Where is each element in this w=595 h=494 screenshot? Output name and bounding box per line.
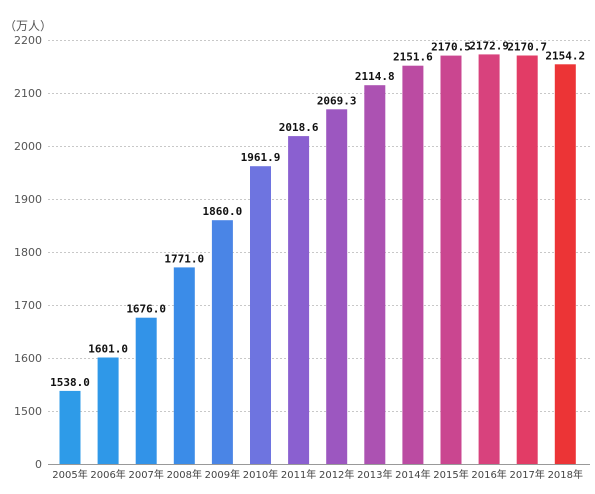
bars — [59, 54, 576, 465]
bar — [173, 267, 195, 464]
y-axis-ticks: 0 1500 1600 1700 1800 1900 2000 2100 2200 — [14, 34, 42, 471]
value-label: 1538.0 — [50, 376, 90, 389]
value-label: 2151.6 — [393, 51, 433, 64]
y-tick-label: 1700 — [14, 299, 42, 312]
value-label: 2114.8 — [355, 70, 395, 83]
x-category-label: 2018年 — [548, 468, 583, 481]
y-tick-label: 1900 — [14, 193, 42, 206]
bar — [326, 109, 348, 465]
y-tick-label: 0 — [35, 458, 42, 471]
value-label: 1676.0 — [126, 303, 166, 316]
value-label: 1961.9 — [241, 151, 281, 164]
x-category-label: 2006年 — [90, 468, 125, 481]
value-labels: 1538.0 1601.0 1676.0 1771.0 1860.0 1961.9 2018… — [50, 39, 585, 389]
bar — [554, 64, 576, 465]
y-tick-label: 2000 — [14, 140, 42, 153]
bar — [211, 220, 233, 464]
value-label: 2170.5 — [431, 41, 471, 54]
bar — [364, 85, 386, 464]
x-axis-categories: 2005年 2006年 2007年 2008年 2009年 2010年 2011年 2012年… — [52, 468, 583, 481]
x-category-label: 2007年 — [128, 468, 163, 481]
x-category-label: 2005年 — [52, 468, 87, 481]
value-label: 2018.6 — [279, 121, 319, 134]
y-tick-label: 1500 — [14, 405, 42, 418]
x-category-label: 2010年 — [243, 468, 278, 481]
x-category-label: 2013年 — [357, 468, 392, 481]
value-label: 1601.0 — [88, 343, 128, 356]
y-tick-label: 1600 — [14, 352, 42, 365]
bar — [440, 55, 462, 464]
x-category-label: 2015年 — [433, 468, 468, 481]
value-label: 1771.0 — [164, 252, 204, 265]
x-category-label: 2008年 — [167, 468, 202, 481]
bar — [59, 390, 81, 464]
value-label: 2069.3 — [317, 94, 357, 107]
x-category-label: 2016年 — [471, 468, 506, 481]
value-label: 2154.2 — [545, 49, 585, 62]
bar — [97, 357, 119, 464]
bar — [478, 54, 500, 465]
x-category-label: 2012年 — [319, 468, 354, 481]
x-category-label: 2017年 — [509, 468, 544, 481]
bar — [402, 65, 424, 464]
value-label: 1860.0 — [203, 205, 243, 218]
x-category-label: 2014年 — [395, 468, 430, 481]
y-tick-label: 2200 — [14, 34, 42, 47]
value-label: 2170.7 — [507, 41, 547, 54]
y-axis-unit: （万人） — [4, 19, 52, 33]
x-category-label: 2009年 — [205, 468, 240, 481]
bar — [516, 55, 538, 464]
y-tick-label: 2100 — [14, 87, 42, 100]
x-category-label: 2011年 — [281, 468, 316, 481]
y-tick-label: 1800 — [14, 246, 42, 259]
bar — [288, 136, 310, 464]
bar — [135, 317, 157, 464]
value-label: 2172.9 — [469, 39, 509, 52]
bar — [250, 166, 271, 464]
